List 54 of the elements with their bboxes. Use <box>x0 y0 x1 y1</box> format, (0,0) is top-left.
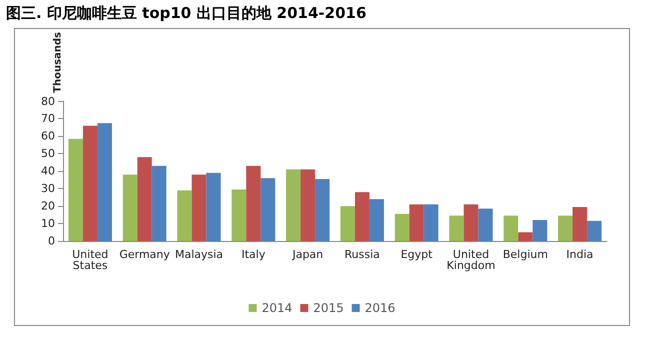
x-tick-label: Malaysia <box>174 248 224 261</box>
bar <box>478 208 493 241</box>
bar <box>260 178 276 241</box>
bar <box>97 123 112 241</box>
bar <box>369 199 384 241</box>
y-tick-label: 40 <box>41 164 55 178</box>
bar <box>315 178 330 241</box>
chart-title: 图三. 印尼咖啡生豆 top10 出口目的地 2014-2016 <box>6 4 366 23</box>
y-tick-label: 10 <box>41 217 55 230</box>
x-tick-label: Russia <box>344 248 380 261</box>
bar <box>246 166 261 241</box>
bar <box>424 204 438 241</box>
bar <box>137 157 152 241</box>
bar <box>152 166 166 241</box>
bar <box>192 174 206 241</box>
bar <box>122 174 138 241</box>
bar <box>587 220 602 241</box>
bar <box>232 189 246 241</box>
legend-label: 2015 <box>313 301 344 315</box>
bar <box>68 138 83 241</box>
bar <box>206 172 221 241</box>
bar <box>518 232 533 241</box>
y-tick-label: 60 <box>41 130 55 143</box>
legend-label: 2016 <box>364 301 396 315</box>
bar <box>572 206 588 241</box>
x-tick-label: Japan <box>291 248 324 261</box>
bar <box>394 214 410 241</box>
x-tick-label: Germany <box>119 248 170 261</box>
legend-label: 2014 <box>262 301 292 315</box>
x-tick-label: Egypt <box>400 248 434 261</box>
y-tick-label: 0 <box>48 234 55 248</box>
bar <box>340 206 355 241</box>
bar <box>354 192 370 241</box>
bar <box>504 216 518 241</box>
bar <box>558 216 573 241</box>
x-tick-label: United Kingdom <box>446 248 496 272</box>
bar <box>177 190 192 241</box>
bar <box>300 169 316 241</box>
x-tick-label: Italy <box>241 248 266 261</box>
y-tick-label: 50 <box>41 147 55 160</box>
bar <box>286 169 301 241</box>
bar <box>449 216 464 241</box>
y-axis-title: Thousands <box>52 32 64 93</box>
bar <box>532 220 548 241</box>
x-tick-label: India <box>566 248 594 261</box>
bar <box>409 204 424 241</box>
y-tick-label: 30 <box>41 182 55 196</box>
bar <box>464 204 478 241</box>
y-tick-label: 80 <box>41 94 55 108</box>
y-tick-label: 20 <box>41 200 55 213</box>
bar <box>82 126 98 241</box>
x-tick-label: Belgium <box>502 248 548 261</box>
y-tick-label: 70 <box>41 112 55 126</box>
x-tick-label: United States <box>72 248 108 272</box>
